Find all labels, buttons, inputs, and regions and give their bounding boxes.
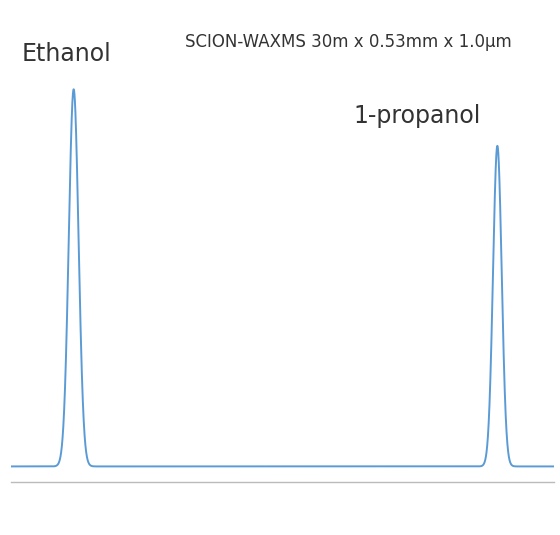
Text: Ethanol: Ethanol bbox=[22, 42, 112, 66]
Text: SCION-WAXMS 30m x 0.53mm x 1.0μm: SCION-WAXMS 30m x 0.53mm x 1.0μm bbox=[185, 33, 512, 51]
Text: 1-propanol: 1-propanol bbox=[353, 104, 481, 128]
